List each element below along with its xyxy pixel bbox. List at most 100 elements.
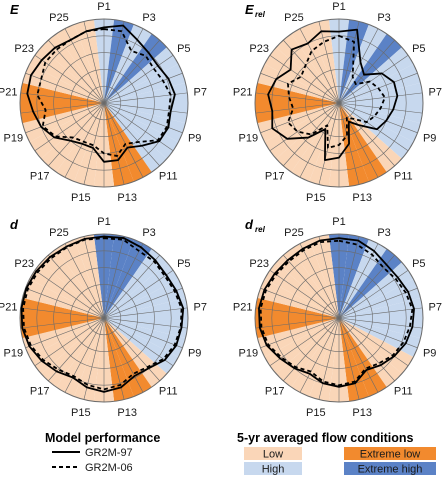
axis-label-p15: P15: [306, 407, 326, 419]
sector-p7: [339, 82, 423, 103]
sector-p21: [20, 297, 104, 318]
sector-p19: [22, 103, 104, 143]
grid-spoke: [25, 102, 105, 134]
axis-label-p21: P21: [233, 86, 253, 98]
grid-spoke: [338, 92, 423, 104]
sector-p24: [276, 248, 339, 318]
grid-spoke: [48, 39, 105, 104]
grid-spoke: [299, 28, 340, 104]
panel-title: E: [245, 2, 254, 17]
grid-spoke: [338, 55, 409, 104]
sector-p18: [29, 318, 104, 374]
axis-label-p1: P1: [332, 1, 345, 13]
axis-label-p3: P3: [377, 12, 390, 24]
sector-p9: [339, 318, 421, 358]
sector-p23: [264, 47, 339, 103]
axis-label-p19: P19: [239, 132, 259, 144]
grid-spoke: [283, 102, 340, 167]
grid-spoke: [103, 28, 144, 104]
grid-spoke: [103, 317, 144, 393]
axis-label-p1: P1: [97, 216, 110, 228]
axis-label-p17: P17: [30, 171, 50, 183]
sector-p8: [339, 318, 423, 339]
axis-label-p9: P9: [423, 347, 436, 359]
grid-spoke: [83, 102, 105, 185]
axis-label-p17: P17: [265, 171, 285, 183]
grid-spoke: [269, 55, 340, 104]
grid-spoke: [283, 39, 340, 104]
series-line-gr2m06: [259, 239, 414, 387]
radar-panel-4: P1 P3 P5 P7 P9 P11 P13 P15 P17 P19 P21 P23 P25 d rel: [233, 216, 442, 419]
grid-spoke: [338, 270, 409, 319]
sector-p25: [56, 24, 104, 103]
grid-spoke: [255, 102, 340, 114]
series-line-gr2m97: [20, 235, 185, 393]
swatch-low: [244, 447, 302, 460]
grid-spoke: [20, 102, 105, 114]
swatch-extreme-high: [344, 462, 436, 475]
sector-p10: [104, 318, 179, 374]
sector-p25: [56, 239, 104, 318]
sector-p25: [291, 239, 339, 318]
axis-label-p1: P1: [332, 216, 345, 228]
axis-label-p11: P11: [159, 171, 178, 183]
grid-spoke: [338, 307, 423, 319]
sector-p6: [339, 63, 421, 103]
grid-spoke: [338, 317, 360, 400]
axis-label-p7: P7: [194, 301, 207, 313]
sector-p21: [20, 82, 104, 103]
sector-p12: [339, 318, 387, 397]
grid-spoke: [338, 317, 409, 366]
grid-spoke: [260, 287, 340, 319]
sector-p23: [264, 262, 339, 318]
axis-label-p15: P15: [71, 192, 91, 204]
sector-p21: [255, 82, 339, 103]
sector-p18: [29, 103, 104, 159]
axis-label-p7: P7: [194, 86, 207, 98]
axis-label-p17: P17: [30, 386, 50, 398]
axis-label-p3: P3: [377, 227, 390, 239]
sector-p15: [309, 318, 339, 402]
sector-p20: [255, 318, 339, 339]
swatch-extreme-low-label: Extreme low: [360, 449, 421, 461]
sector-p26: [74, 234, 104, 318]
legend-label-gr2m06: GR2M-06: [85, 462, 133, 474]
sector-p20: [20, 318, 104, 339]
swatch-high: [244, 462, 302, 475]
sector-p10: [339, 318, 414, 374]
grid-spoke: [103, 55, 174, 104]
grid-spoke: [64, 102, 105, 178]
grid-spoke: [299, 243, 340, 319]
grid-spoke: [338, 317, 379, 393]
sector-p11: [104, 103, 167, 173]
grid-spoke: [103, 317, 183, 349]
swatch-extreme-low: [344, 447, 436, 460]
sector-p2: [104, 234, 134, 318]
grid-spoke: [103, 21, 125, 104]
sector-p24: [41, 33, 104, 104]
grid-spoke: [338, 102, 379, 178]
grid-spoke: [299, 317, 340, 393]
grid-spoke: [103, 317, 188, 329]
sector-p23: [29, 262, 104, 318]
sector-p17: [41, 318, 104, 388]
axis-label-p23: P23: [14, 43, 34, 55]
sector-p13: [339, 318, 369, 402]
sector-p18: [264, 103, 339, 159]
grid-spoke: [103, 72, 183, 104]
grid-spoke: [48, 317, 105, 382]
grid-spoke: [20, 307, 105, 319]
sector-p23: [29, 47, 104, 103]
axis-label-p21: P21: [0, 301, 17, 313]
grid-spoke: [103, 102, 125, 185]
panel-title: E: [10, 2, 19, 17]
flow-legend: 5-yr averaged flow conditions Low High E…: [237, 431, 436, 476]
grid-spoke: [255, 307, 340, 319]
grid-spoke: [103, 317, 160, 382]
sector-p4: [339, 248, 402, 318]
grid-spoke: [25, 72, 105, 104]
grid-spoke: [255, 92, 340, 104]
grid-spoke: [103, 102, 144, 178]
grid-spoke: [103, 102, 188, 114]
swatch-low-label: Low: [263, 449, 283, 461]
